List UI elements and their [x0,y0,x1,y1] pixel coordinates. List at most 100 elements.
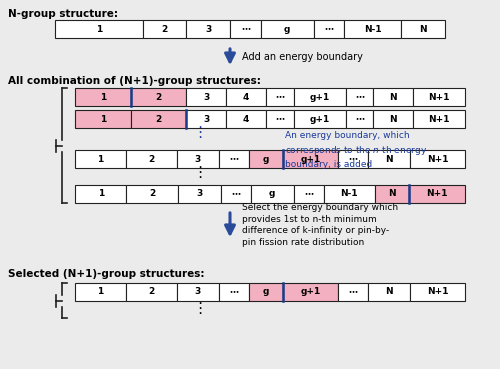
Bar [374,110,414,128]
Text: 2: 2 [156,93,162,101]
Bar [249,283,282,301]
Text: N+1: N+1 [428,114,450,124]
Text: N: N [390,114,397,124]
Bar [186,88,226,106]
Text: N: N [385,155,392,163]
Text: ⋯: ⋯ [230,287,238,297]
Bar [401,20,445,38]
Text: ⋯: ⋯ [230,155,238,163]
Text: Select the energy boundary which
provides 1st to n-th minimum
difference of k-in: Select the energy boundary which provide… [242,203,398,246]
Text: ⋯: ⋯ [355,93,364,101]
Text: N-1: N-1 [340,190,358,199]
Text: ⋯: ⋯ [304,190,313,199]
Bar [249,150,282,168]
Bar [126,283,176,301]
Bar [410,283,465,301]
Bar [282,283,338,301]
Bar [294,88,346,106]
Bar [266,110,294,128]
Text: 3: 3 [196,190,202,199]
Text: An energy boundary, which
corresponds to the $n$-th energy
boundary, is added: An energy boundary, which corresponds to… [285,131,427,169]
Bar [324,185,375,203]
Bar [338,150,368,168]
Text: 2: 2 [162,24,168,34]
Bar [266,88,294,106]
Text: 1: 1 [98,190,104,199]
Bar [368,283,410,301]
Text: ⋯: ⋯ [231,190,240,199]
Bar [261,20,314,38]
Bar [186,20,230,38]
Text: g: g [262,287,269,297]
Bar [294,185,324,203]
Text: ⋯: ⋯ [348,287,357,297]
Bar [55,20,142,38]
Bar [410,150,465,168]
Bar [250,185,294,203]
Text: 2: 2 [148,155,154,163]
Text: 3: 3 [195,287,201,297]
Bar [126,185,178,203]
Text: 4: 4 [243,114,250,124]
Text: g+1: g+1 [310,93,330,101]
Bar [75,88,130,106]
Text: g: g [284,24,290,34]
Bar [374,88,414,106]
Bar [414,110,465,128]
Text: 1: 1 [98,287,103,297]
Bar [176,283,219,301]
Text: 2: 2 [149,190,156,199]
Text: Add an energy boundary: Add an energy boundary [242,52,363,62]
Text: ⋯: ⋯ [324,24,334,34]
Bar [230,20,261,38]
Text: N+1: N+1 [428,93,450,101]
Text: g+1: g+1 [310,114,330,124]
Text: 1: 1 [100,114,106,124]
Bar [226,88,266,106]
Text: N: N [385,287,392,297]
Text: N: N [390,93,397,101]
Bar [368,150,410,168]
Text: N-group structure:: N-group structure: [8,9,118,19]
Text: N: N [420,24,427,34]
Text: 1: 1 [96,24,102,34]
Bar [344,20,401,38]
Text: N+1: N+1 [426,190,448,199]
Text: 1: 1 [98,155,103,163]
Text: 3: 3 [195,155,201,163]
Bar [130,88,186,106]
Bar [410,185,465,203]
Bar [178,185,220,203]
Text: N+1: N+1 [426,287,448,297]
Text: ⋯: ⋯ [241,24,250,34]
Text: Selected (N+1)-group structures:: Selected (N+1)-group structures: [8,269,204,279]
Text: All combination of (N+1)-group structures:: All combination of (N+1)-group structure… [8,76,261,86]
Text: ⋮: ⋮ [192,166,208,180]
Bar [219,283,249,301]
Text: g: g [262,155,269,163]
Bar [186,110,226,128]
Bar [176,150,219,168]
Bar [338,283,368,301]
Bar [126,150,176,168]
Text: 2: 2 [148,287,154,297]
Bar [294,110,346,128]
Text: ⋮: ⋮ [192,125,208,141]
Bar [142,20,186,38]
Text: 3: 3 [205,24,212,34]
Bar [375,185,410,203]
Text: ⋯: ⋯ [276,114,284,124]
Bar [220,185,250,203]
Text: N: N [388,190,396,199]
Bar [346,110,374,128]
Bar [414,88,465,106]
Bar [219,150,249,168]
Text: 3: 3 [203,93,209,101]
Text: g+1: g+1 [300,287,320,297]
Text: 1: 1 [100,93,106,101]
Bar [75,110,130,128]
Text: N-1: N-1 [364,24,382,34]
Bar [314,20,344,38]
Text: ⋯: ⋯ [355,114,364,124]
Text: ⋯: ⋯ [348,155,357,163]
